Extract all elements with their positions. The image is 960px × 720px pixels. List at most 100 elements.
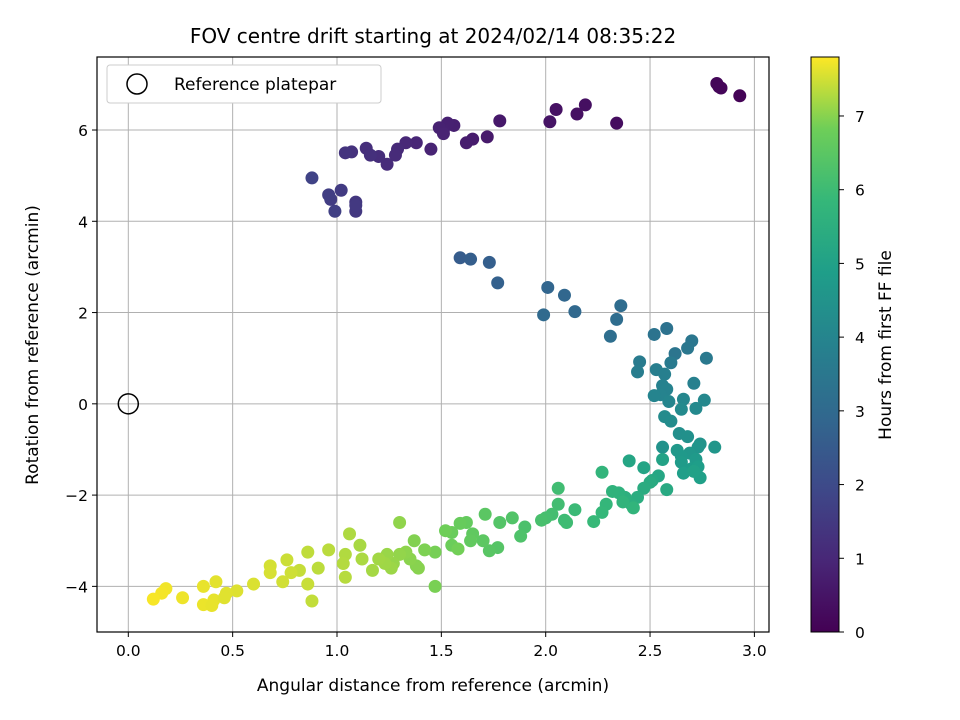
data-point xyxy=(407,534,421,548)
data-point xyxy=(676,466,690,480)
data-point xyxy=(622,454,636,468)
data-point xyxy=(480,130,494,144)
data-point xyxy=(537,308,551,322)
data-point xyxy=(176,591,190,605)
data-point xyxy=(263,566,277,580)
x-tick-label: 1.0 xyxy=(325,642,350,660)
data-point xyxy=(284,566,298,580)
colorbar-gradient xyxy=(810,56,840,633)
y-tick-label: −4 xyxy=(65,578,88,596)
data-point xyxy=(595,505,609,519)
data-point xyxy=(476,534,490,548)
x-axis-label: Angular distance from reference (arcmin) xyxy=(257,676,609,696)
data-point xyxy=(637,481,651,495)
data-point xyxy=(614,299,628,313)
data-point xyxy=(247,577,261,591)
x-tick-label: 1.5 xyxy=(429,642,454,660)
data-point xyxy=(453,251,467,265)
data-point xyxy=(603,329,617,343)
data-point xyxy=(633,355,647,369)
y-axis-label: Rotation from reference (arcmin) xyxy=(23,205,43,485)
colorbar-tick-label: 3 xyxy=(855,403,865,421)
data-point xyxy=(217,591,231,605)
data-point xyxy=(541,280,555,294)
data-point xyxy=(697,393,711,407)
x-tick-label: 0.0 xyxy=(116,642,141,660)
data-point xyxy=(570,107,584,121)
data-point xyxy=(660,322,674,336)
data-point xyxy=(301,577,315,591)
data-point xyxy=(380,157,394,171)
data-point xyxy=(230,584,244,598)
data-point xyxy=(578,98,592,112)
data-point xyxy=(560,515,574,529)
data-point xyxy=(451,542,465,556)
data-point xyxy=(610,312,624,326)
data-point xyxy=(301,545,315,559)
data-point xyxy=(459,136,473,150)
data-point xyxy=(424,142,438,156)
data-point xyxy=(689,401,703,415)
data-point xyxy=(305,171,319,185)
colorbar-label: Hours from first FF file xyxy=(876,250,896,440)
data-point xyxy=(411,561,425,575)
data-point xyxy=(393,515,407,529)
data-point xyxy=(681,341,695,355)
data-point xyxy=(276,575,290,589)
data-point xyxy=(616,495,630,509)
data-point xyxy=(674,402,688,416)
data-point xyxy=(322,543,336,557)
y-tick-label: −2 xyxy=(65,487,88,505)
data-point xyxy=(322,188,336,202)
grid xyxy=(97,57,769,632)
data-point xyxy=(482,255,496,269)
data-point xyxy=(334,183,348,197)
data-point xyxy=(568,503,582,517)
data-point xyxy=(196,579,210,593)
data-point xyxy=(439,524,453,538)
data-point xyxy=(209,575,223,589)
data-point xyxy=(699,351,713,365)
data-point xyxy=(343,527,357,541)
data-point xyxy=(626,501,640,515)
scatter-points xyxy=(146,76,747,613)
plot-frame xyxy=(96,56,770,633)
x-tick-label: 3.0 xyxy=(742,642,767,660)
data-point xyxy=(349,198,363,212)
legend: Reference platepar xyxy=(106,64,382,104)
data-point xyxy=(605,484,619,498)
data-point xyxy=(328,204,342,218)
data-point xyxy=(505,511,519,525)
data-point xyxy=(664,414,678,428)
chart-title: FOV centre drift starting at 2024/02/14 … xyxy=(190,24,676,48)
legend-marker-icon xyxy=(126,73,148,95)
x-tick-label: 0.5 xyxy=(220,642,245,660)
data-point xyxy=(708,440,722,454)
colorbar-tick-label: 2 xyxy=(855,477,865,495)
data-point xyxy=(660,483,674,497)
data-point xyxy=(409,136,423,150)
data-point xyxy=(338,146,352,160)
y-tick-label: 4 xyxy=(78,213,88,231)
data-point xyxy=(338,570,352,584)
data-point xyxy=(453,516,467,530)
data-point xyxy=(372,552,386,566)
data-point xyxy=(355,552,369,566)
data-point xyxy=(543,115,557,129)
x-axis-ticks: 0.0 0.5 1.0 1.5 2.0 2.5 3.0 xyxy=(116,632,767,660)
data-point xyxy=(676,392,690,406)
data-point xyxy=(363,148,377,162)
data-point xyxy=(549,102,563,116)
data-point xyxy=(418,543,432,557)
data-point xyxy=(714,81,728,95)
y-tick-label: 6 xyxy=(78,122,88,140)
data-point xyxy=(681,430,695,444)
data-point xyxy=(311,561,325,575)
data-point xyxy=(428,579,442,593)
data-point xyxy=(595,465,609,479)
data-point xyxy=(535,513,549,527)
y-tick-label: 2 xyxy=(78,305,88,323)
data-point xyxy=(280,553,294,567)
colorbar: 0 1 2 3 4 5 6 7 Hours from first FF file xyxy=(810,56,896,642)
